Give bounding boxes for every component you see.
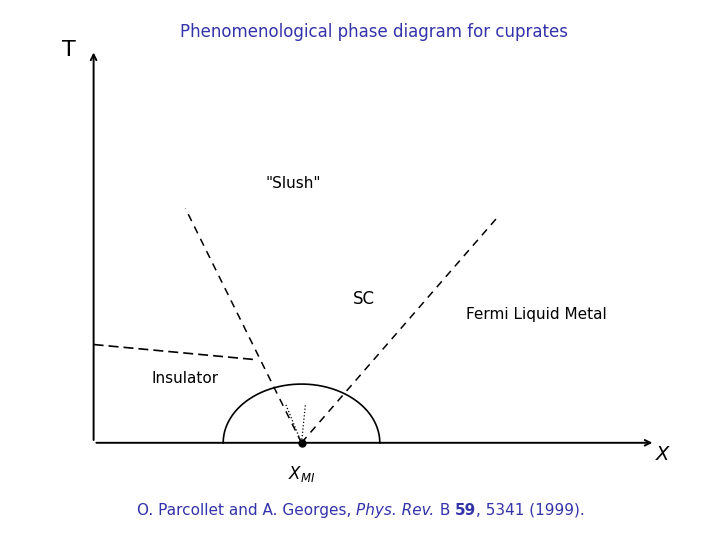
Text: 59: 59 <box>455 503 476 518</box>
Text: Phys. Rev.: Phys. Rev. <box>356 503 435 518</box>
Text: O. Parcollet and A. Georges,: O. Parcollet and A. Georges, <box>138 503 356 518</box>
Text: , 5341 (1999).: , 5341 (1999). <box>476 503 585 518</box>
Text: T: T <box>61 39 76 60</box>
Text: SC: SC <box>353 290 374 308</box>
Text: Fermi Liquid Metal: Fermi Liquid Metal <box>466 307 607 322</box>
Text: Insulator: Insulator <box>152 371 219 386</box>
Text: B: B <box>435 503 455 518</box>
Text: Phenomenological phase diagram for cuprates: Phenomenological phase diagram for cupra… <box>181 23 568 42</box>
Text: "Slush": "Slush" <box>266 177 321 191</box>
Text: X: X <box>656 445 669 464</box>
Text: $X_{MI}$: $X_{MI}$ <box>288 464 315 484</box>
